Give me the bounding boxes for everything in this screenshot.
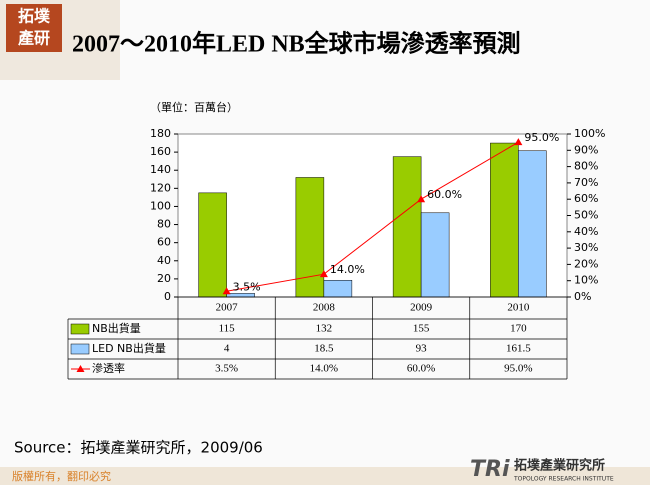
legend-label: NB出貨量 (92, 321, 141, 335)
x-tick-label: 2009 (410, 302, 433, 314)
data-label: 95.0% (524, 131, 559, 144)
x-tick-label: 2008 (313, 302, 336, 314)
bar (420, 212, 450, 298)
legend-marker (76, 365, 85, 372)
legend-swatch (70, 343, 90, 355)
table-value: 95.0% (504, 363, 532, 375)
brand-en: TOPOLOGY RESEARCH INSTITUTE (513, 476, 614, 483)
data-label: 60.0% (427, 188, 462, 201)
y2-tick-label: 70% (574, 176, 598, 189)
y2-tick-label: 0% (574, 290, 591, 303)
table-value: 170 (510, 323, 527, 335)
y-tick-label: 0 (164, 290, 171, 303)
data-label: 14.0% (330, 263, 365, 276)
brand-name: 拓墣產業研究所 (514, 458, 605, 474)
logo-box (6, 4, 62, 52)
unit-note: （單位：百萬台） (150, 100, 238, 114)
y-tick-label: 180 (150, 127, 171, 140)
bar (198, 192, 227, 298)
table-value: 4 (224, 343, 230, 355)
y-tick-label: 80 (157, 218, 171, 231)
y2-tick-label: 30% (574, 241, 598, 254)
chart-title: 2007～2010年LED NB全球市場滲透率預測 (72, 30, 521, 58)
legend-label: 滲透率 (92, 361, 125, 375)
bar (392, 156, 422, 298)
copyright: 版權所有，翻印必究 (12, 469, 111, 483)
table-value: 3.5% (215, 363, 238, 375)
marker (222, 287, 231, 295)
marker (319, 270, 328, 278)
bar (490, 142, 519, 298)
x-tick-label: 2007 (216, 302, 239, 314)
y-tick-label: 100 (150, 199, 171, 212)
y-tick-label: 140 (150, 163, 171, 176)
table-value: 18.5 (314, 343, 334, 355)
y-tick-label: 60 (157, 236, 171, 249)
table-value: 14.0% (310, 363, 338, 375)
logo-text: 產研 (18, 29, 50, 48)
marker (417, 195, 426, 203)
y2-tick-label: 50% (574, 209, 598, 222)
y2-tick-label: 10% (574, 274, 598, 287)
y2-tick-label: 60% (574, 192, 598, 205)
y-tick-label: 20 (157, 272, 171, 285)
y-tick-label: 120 (150, 181, 171, 194)
table-value: 132 (316, 323, 333, 335)
footer-band (0, 467, 650, 485)
source: Source：拓墣產業研究所，2009/06 (14, 439, 263, 457)
table-value: 115 (219, 323, 236, 335)
y2-tick-label: 20% (574, 257, 598, 270)
y2-tick-label: 90% (574, 143, 598, 156)
logo-text: 拓墣 (18, 7, 50, 26)
bar (518, 150, 547, 298)
bar (295, 177, 325, 298)
marker (514, 138, 523, 146)
table-value: 60.0% (407, 363, 435, 375)
legend-label: LED NB出貨量 (92, 341, 166, 355)
data-label: 3.5% (233, 280, 261, 293)
table-value: 155 (413, 323, 430, 335)
table-value: 161.5 (506, 343, 531, 355)
line (226, 141, 519, 292)
y2-tick-label: 80% (574, 160, 598, 173)
x-tick-label: 2010 (507, 302, 530, 314)
y-tick-label: 160 (150, 145, 171, 158)
bar (226, 293, 255, 298)
bar (323, 279, 353, 298)
y2-tick-label: 40% (574, 225, 598, 238)
y-tick-label: 40 (157, 254, 171, 267)
brand-logo: TRi (470, 457, 510, 482)
table-value: 93 (416, 343, 428, 355)
legend-swatch (70, 323, 90, 335)
y2-tick-label: 100% (574, 127, 605, 140)
